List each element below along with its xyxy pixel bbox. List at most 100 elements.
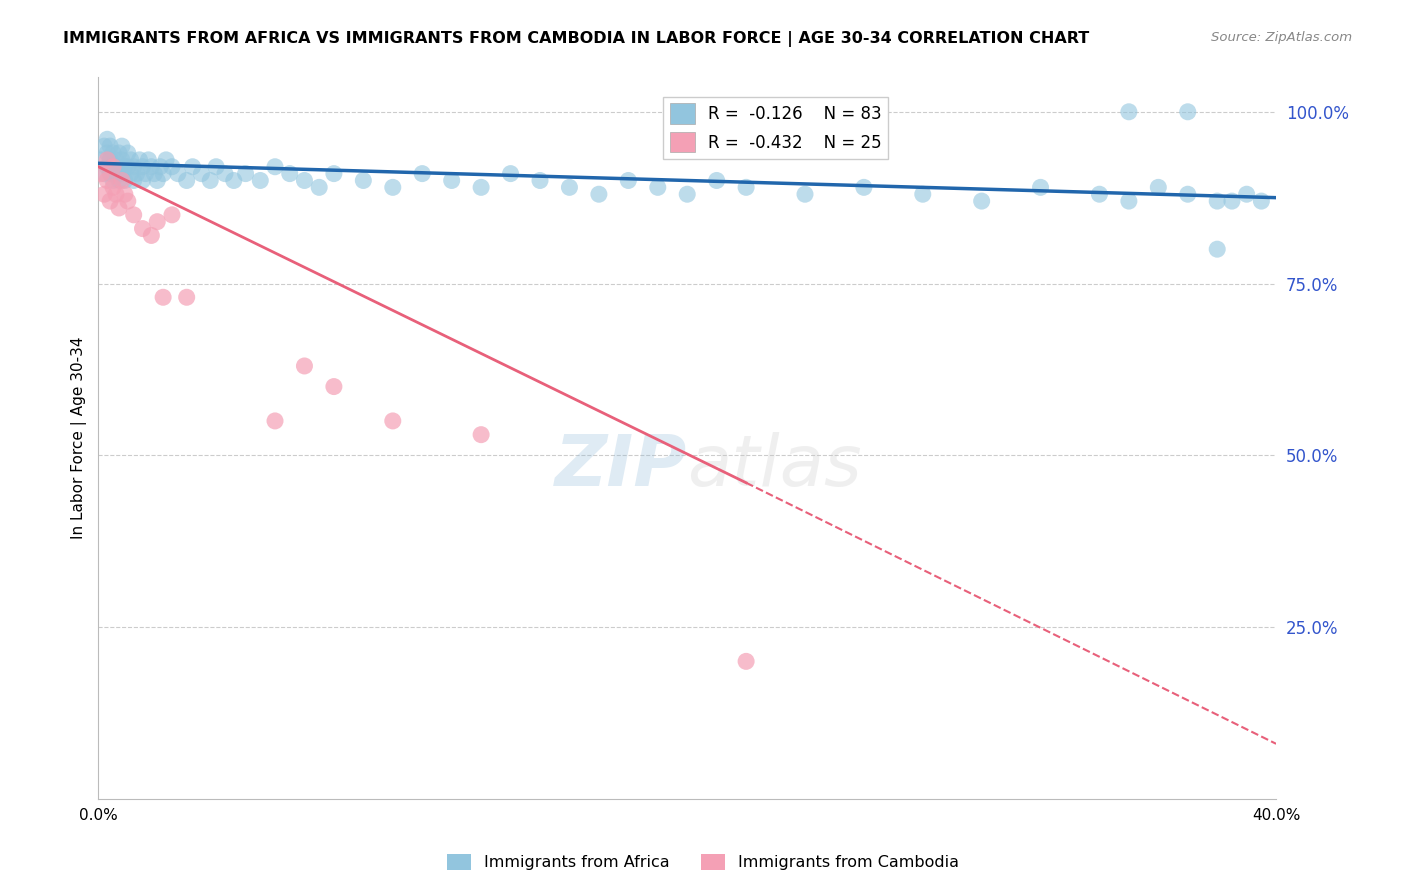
Point bbox=[176, 290, 198, 304]
Point bbox=[235, 167, 257, 181]
Point bbox=[440, 173, 463, 187]
Point bbox=[90, 167, 112, 181]
Point bbox=[111, 153, 134, 167]
Point bbox=[214, 167, 236, 181]
Point bbox=[149, 160, 172, 174]
Point bbox=[176, 173, 198, 187]
Point bbox=[108, 173, 131, 187]
Point bbox=[264, 160, 287, 174]
Point bbox=[131, 160, 153, 174]
Point bbox=[1236, 187, 1258, 202]
Text: atlas: atlas bbox=[688, 433, 862, 501]
Point bbox=[322, 167, 344, 181]
Point bbox=[249, 173, 271, 187]
Point bbox=[146, 215, 169, 229]
Point bbox=[181, 160, 204, 174]
Point bbox=[308, 180, 330, 194]
Point bbox=[96, 153, 118, 167]
Point bbox=[96, 173, 118, 187]
Point bbox=[294, 173, 316, 187]
Point bbox=[294, 359, 316, 373]
Point bbox=[264, 414, 287, 428]
Point bbox=[117, 146, 139, 161]
Point bbox=[134, 167, 156, 181]
Point bbox=[155, 153, 177, 167]
Point bbox=[735, 654, 758, 668]
Point bbox=[122, 173, 145, 187]
Point bbox=[114, 173, 136, 187]
Point bbox=[911, 187, 934, 202]
Point bbox=[381, 414, 404, 428]
Point bbox=[588, 187, 610, 202]
Point bbox=[1220, 194, 1243, 208]
Point bbox=[101, 160, 124, 174]
Point bbox=[1177, 187, 1199, 202]
Point bbox=[101, 180, 124, 194]
Point bbox=[96, 132, 118, 146]
Point bbox=[101, 146, 124, 161]
Point bbox=[98, 153, 121, 167]
Point bbox=[1088, 187, 1111, 202]
Point bbox=[222, 173, 245, 187]
Point bbox=[278, 167, 301, 181]
Point bbox=[120, 167, 142, 181]
Point bbox=[111, 167, 134, 181]
Point bbox=[117, 194, 139, 208]
Point bbox=[105, 167, 128, 181]
Point bbox=[1118, 104, 1140, 119]
Point bbox=[470, 427, 492, 442]
Point bbox=[114, 160, 136, 174]
Point bbox=[131, 173, 153, 187]
Point bbox=[1250, 194, 1272, 208]
Point bbox=[1147, 180, 1170, 194]
Point bbox=[470, 180, 492, 194]
Point bbox=[676, 187, 699, 202]
Point bbox=[101, 160, 124, 174]
Point bbox=[111, 139, 134, 153]
Point bbox=[141, 160, 163, 174]
Point bbox=[160, 160, 183, 174]
Point bbox=[101, 173, 124, 187]
Point bbox=[128, 153, 150, 167]
Point bbox=[122, 160, 145, 174]
Point bbox=[1206, 194, 1229, 208]
Point bbox=[190, 167, 212, 181]
Point bbox=[125, 167, 148, 181]
Y-axis label: In Labor Force | Age 30-34: In Labor Force | Age 30-34 bbox=[72, 337, 87, 540]
Point bbox=[114, 187, 136, 202]
Point bbox=[1118, 194, 1140, 208]
Point bbox=[141, 228, 163, 243]
Point bbox=[617, 173, 640, 187]
Point bbox=[108, 146, 131, 161]
Point bbox=[98, 194, 121, 208]
Point bbox=[166, 167, 188, 181]
Legend: R =  -0.126    N = 83, R =  -0.432    N = 25: R = -0.126 N = 83, R = -0.432 N = 25 bbox=[662, 96, 889, 159]
Point bbox=[146, 173, 169, 187]
Point bbox=[96, 160, 118, 174]
Point bbox=[558, 180, 581, 194]
Point bbox=[120, 153, 142, 167]
Point bbox=[852, 180, 875, 194]
Text: ZIP: ZIP bbox=[555, 433, 688, 501]
Point bbox=[105, 153, 128, 167]
Point bbox=[411, 167, 433, 181]
Point bbox=[970, 194, 993, 208]
Point bbox=[111, 173, 134, 187]
Point bbox=[735, 180, 758, 194]
Text: IMMIGRANTS FROM AFRICA VS IMMIGRANTS FROM CAMBODIA IN LABOR FORCE | AGE 30-34 CO: IMMIGRANTS FROM AFRICA VS IMMIGRANTS FRO… bbox=[63, 31, 1090, 47]
Point bbox=[200, 173, 222, 187]
Point bbox=[93, 187, 115, 202]
Point bbox=[108, 160, 131, 174]
Point bbox=[352, 173, 374, 187]
Point bbox=[647, 180, 669, 194]
Point bbox=[131, 221, 153, 235]
Point bbox=[90, 153, 112, 167]
Point bbox=[152, 290, 174, 304]
Point bbox=[122, 208, 145, 222]
Point bbox=[1029, 180, 1052, 194]
Point bbox=[499, 167, 522, 181]
Point bbox=[138, 153, 160, 167]
Point bbox=[117, 160, 139, 174]
Point bbox=[152, 167, 174, 181]
Point bbox=[381, 180, 404, 194]
